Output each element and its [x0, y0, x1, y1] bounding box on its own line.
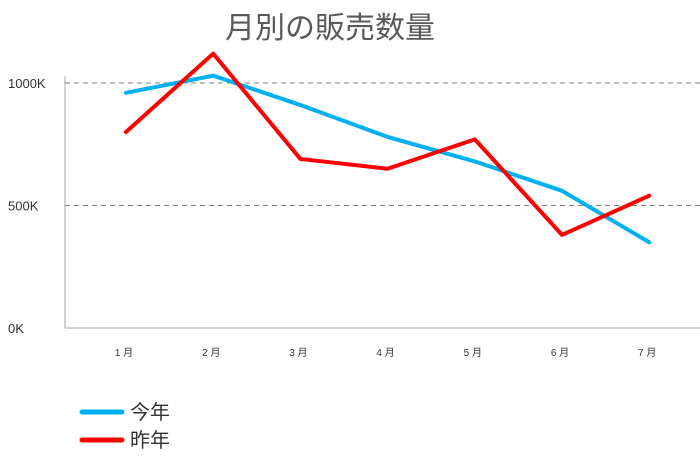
- legend-label-1: 昨年: [130, 428, 170, 452]
- y-tick-label: 0K: [8, 321, 24, 336]
- series-line-1: [124, 51, 652, 237]
- chart-title: 月別の販売数量: [225, 11, 435, 46]
- x-tick-label: 7 月: [638, 347, 656, 359]
- x-axis-tick-labels: 1 月 2 月 3 月 4 月 5 月 6 月 7 月: [115, 347, 657, 359]
- series-lines: [124, 51, 652, 245]
- x-tick-label: 4 月: [376, 347, 394, 359]
- series-line-0: [124, 73, 652, 245]
- x-tick-label: 5 月: [464, 347, 482, 359]
- legend-label-0: 今年: [130, 400, 170, 424]
- y-axis-tick-labels: 0K 500K 1000K: [8, 76, 46, 336]
- gridlines: [65, 82, 700, 206]
- x-tick-label: 6 月: [551, 347, 569, 359]
- axes: [64, 76, 700, 329]
- y-tick-label: 500K: [8, 199, 39, 214]
- x-tick-label: 1 月: [115, 347, 133, 359]
- x-tick-label: 2 月: [202, 347, 220, 359]
- x-tick-label: 3 月: [289, 347, 307, 359]
- y-tick-label: 1000K: [8, 76, 46, 91]
